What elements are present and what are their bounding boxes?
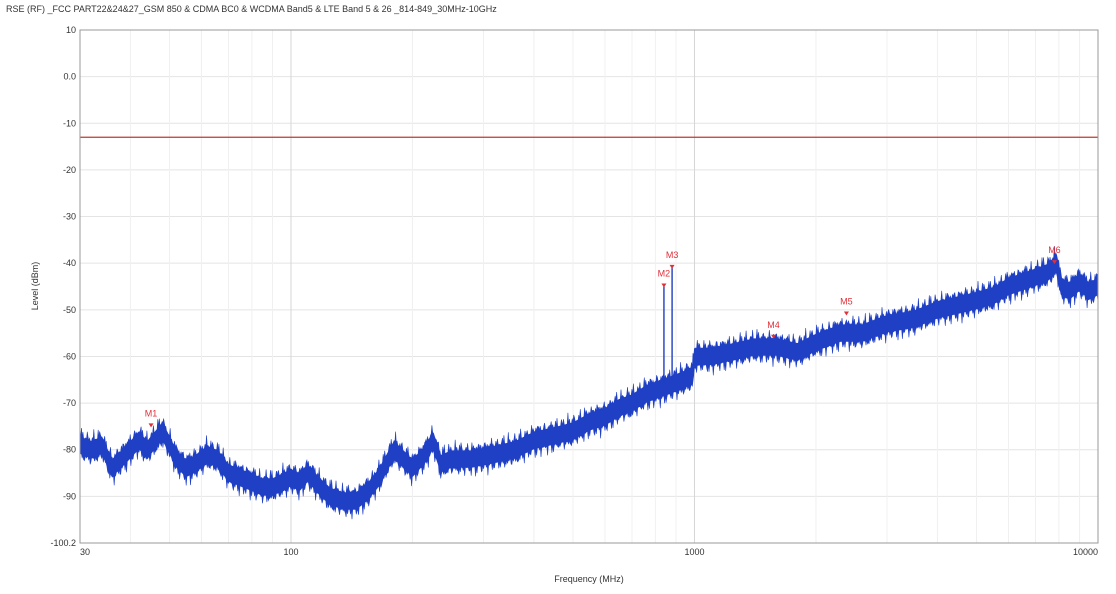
y-tick-label: -30 [63,212,76,222]
marker-triangle [661,283,667,288]
marker-triangle [148,423,154,428]
grid-layer [80,29,1098,544]
marker-triangle [843,311,849,316]
y-tick-label: -70 [63,398,76,408]
marker-label: M4 [767,320,780,330]
series-layer [79,246,1099,520]
y-tick-label: -20 [63,165,76,175]
marker-layer: M1 M2 M3 M4 M5 M6 [145,245,1061,428]
y-axis-label: Level (dBm) [30,262,40,311]
x-axis-label: Frequency (MHz) [554,574,624,584]
marker-label: M5 [840,296,853,306]
marker-triangle [669,264,675,269]
x-tick-label: 30 [80,547,90,557]
chart-title: RSE (RF) _FCC PART22&24&27_GSM 850 & CDM… [6,4,497,14]
marker-label: M6 [1048,245,1061,255]
y-tick-label: 10 [66,25,76,35]
y-tick-label: -100.2 [50,538,76,548]
x-tick-label: 1000 [684,547,704,557]
marker-label: M1 [145,408,158,418]
y-tick-label: 0.0 [63,72,76,82]
y-tick-label: -50 [63,305,76,315]
y-tick-label: -90 [63,491,76,501]
y-tick-label: -10 [63,118,76,128]
y-tick-label: -80 [63,445,76,455]
marker-triangle [1051,260,1057,265]
x-tick-label: 100 [283,547,298,557]
x-tick-label: 10000 [1073,547,1098,557]
plot-frame [79,29,1099,544]
y-tick-label: -40 [63,258,76,268]
axis-layer: 10 0.0 -10 -20 -30 -40 -50 -60 -70 -80 -90 -100.2 30… [50,25,1098,557]
y-tick-label: -60 [63,351,76,361]
series-trace [79,246,1099,520]
marker-label: M2 [658,269,671,279]
marker-label: M3 [666,250,679,260]
marker-triangle [771,334,777,339]
